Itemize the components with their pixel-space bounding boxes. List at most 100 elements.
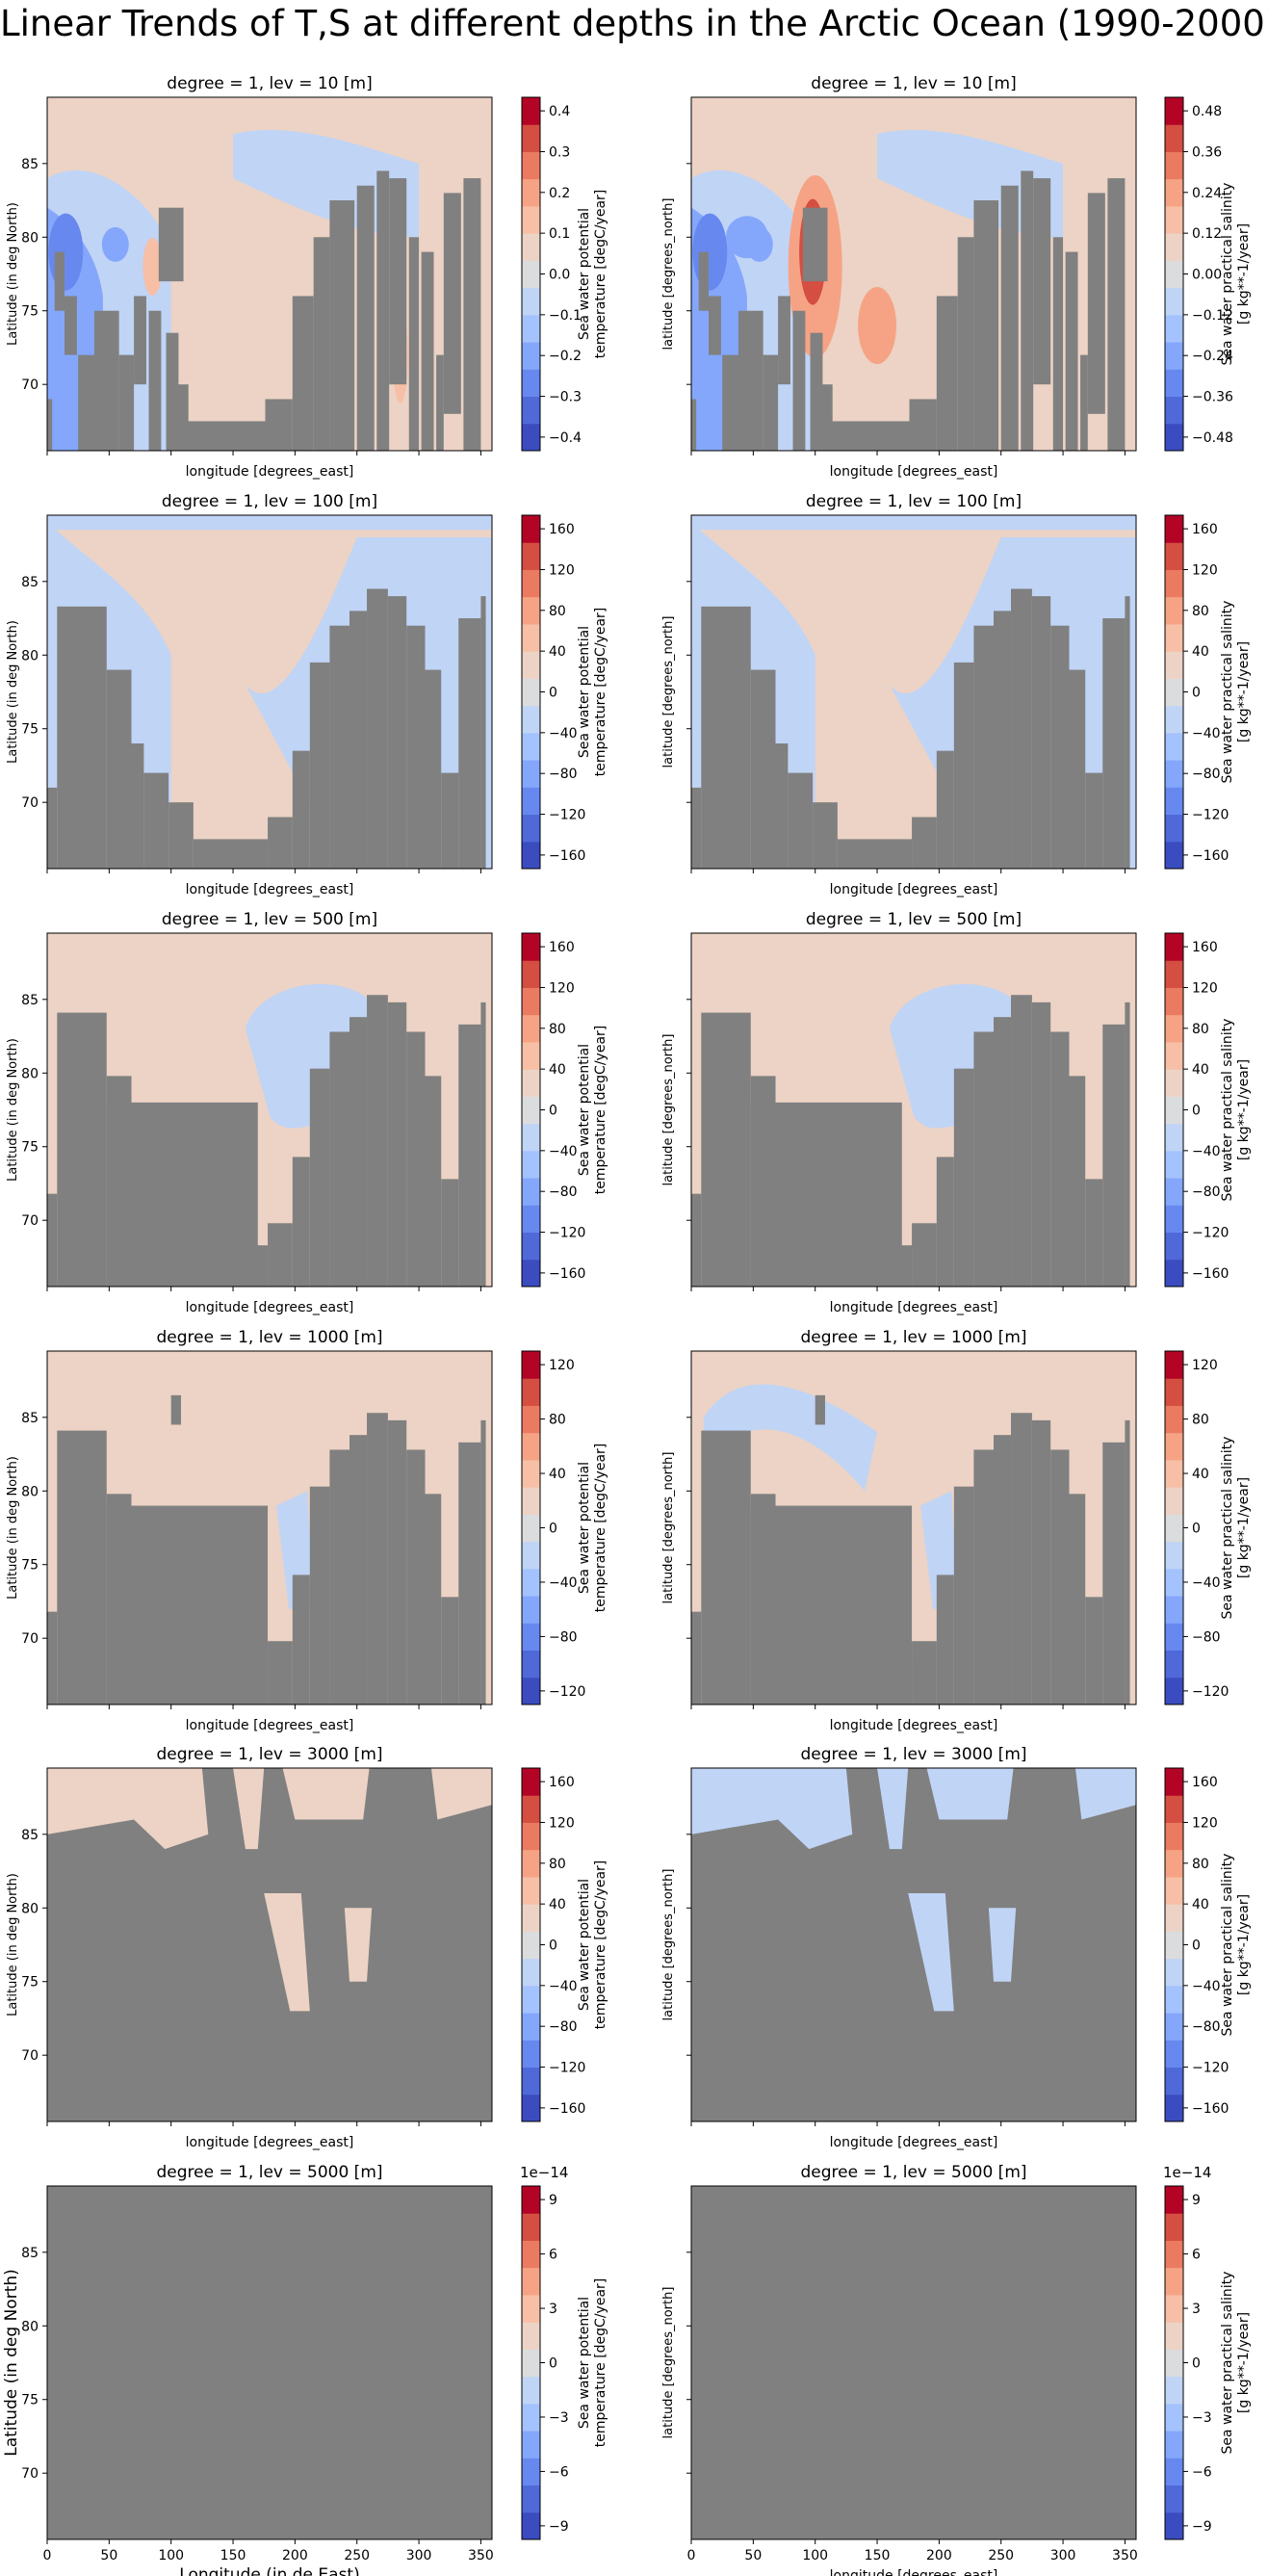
land-block (106, 1505, 269, 1704)
land-block (441, 1179, 459, 1287)
colorbar-label: Sea water potential (577, 1462, 592, 1594)
panel-field (691, 1351, 1136, 1704)
x-tick-label: 100 (802, 2548, 828, 2563)
colorbar-segment (1165, 542, 1183, 570)
colorbar-segment (522, 1849, 540, 1878)
colorbar-tick-label: 40 (549, 1897, 566, 1912)
land-block (118, 354, 135, 451)
land-block (186, 421, 266, 451)
colorbar-label: temperature [degC/year] (593, 1026, 608, 1195)
x-axis-label: longitude [degrees_east] (830, 1300, 998, 1315)
y-axis-label: Latitude (in deg North) (6, 1456, 20, 1600)
land-block (815, 1394, 825, 1425)
colorbar-segment (1165, 2403, 1183, 2432)
land-block (1125, 1419, 1130, 1704)
colorbar-label: Sea water practical salinity (1220, 2272, 1235, 2455)
land-block (973, 1449, 995, 1704)
plot-frame (46, 1767, 493, 2122)
panel-title: degree = 1, lev = 10 [m] (811, 74, 1016, 93)
panel-title: degree = 1, lev = 3000 [m] (800, 1745, 1026, 1764)
land-block (792, 310, 806, 451)
colorbar-segment (522, 1232, 540, 1261)
trend-region (988, 1908, 1017, 1982)
colorbar-tick-label: 3 (1192, 2302, 1201, 2317)
colorbar-segment (1165, 1541, 1183, 1570)
y-axis-label: latitude [degrees_north] (661, 1034, 676, 1186)
colorbar-segment (522, 1795, 540, 1823)
colorbar-label: Sea water potential (577, 1879, 592, 2011)
colorbar-tick-label: 160 (549, 1775, 575, 1790)
y-tick-label: 75 (21, 722, 39, 738)
trend-region (101, 226, 129, 262)
colorbar-segment (1165, 151, 1183, 180)
y-tick-label: 70 (21, 377, 39, 393)
land-block (309, 1486, 330, 1704)
colorbar-segment (522, 2040, 540, 2069)
panel-field (691, 515, 1136, 869)
colorbar-tick-label: 0.48 (1192, 104, 1222, 119)
colorbar-segment (1165, 342, 1183, 370)
panel-title: degree = 1, lev = 1000 [m] (800, 1328, 1026, 1347)
land-block (309, 1068, 330, 1287)
land-block (268, 1641, 293, 1704)
land-block (387, 596, 407, 869)
land-block (463, 178, 481, 451)
panel-field (47, 97, 492, 451)
land-block (387, 1002, 407, 1287)
trend-region (908, 1892, 954, 2012)
colorbar-segment (522, 2403, 540, 2432)
trend-region (47, 1768, 209, 1850)
colorbar-tick-label: −0.12 (1192, 308, 1233, 324)
trend-region (1074, 1768, 1136, 1820)
colorbar-segment (1165, 1178, 1183, 1206)
colorbar-segment (1165, 515, 1183, 543)
panel-3-0: degree = 1, lev = 1000 [m] longitude [deg… (6, 1328, 608, 1733)
land-block (168, 802, 194, 869)
colorbar-segment (522, 1623, 540, 1652)
colorbar-segment (522, 1351, 540, 1379)
colorbar-segment (522, 1432, 540, 1461)
colorbar-tick-label: 160 (549, 940, 575, 955)
colorbar-label: Sea water potential (577, 1044, 592, 1176)
colorbar-segment (522, 423, 540, 452)
colorbar-segment (1165, 233, 1183, 261)
x-tick-label: 50 (744, 2548, 762, 2563)
colorbar-tick-label: 0 (1192, 686, 1201, 701)
land-block (47, 1193, 58, 1287)
panel-title: degree = 1, lev = 5000 [m] (800, 2163, 1026, 2182)
colorbar-segment (522, 678, 540, 707)
colorbar-segment (1165, 596, 1183, 625)
land-block (912, 817, 937, 869)
y-tick-label: 70 (21, 2048, 39, 2064)
colorbar-segment (522, 97, 540, 125)
colorbar-segment (1165, 1623, 1183, 1652)
land-block (313, 237, 330, 451)
colorbar-tick-label: −40 (1192, 726, 1221, 742)
colorbar-tick-label: 80 (1192, 1857, 1209, 1872)
land-block (1065, 251, 1078, 451)
panel-field (691, 97, 1136, 451)
land-block (175, 384, 189, 451)
colorbar-segment (522, 2322, 540, 2350)
colorbar-segment (522, 2485, 540, 2513)
colorbar-segment (1165, 760, 1183, 788)
colorbar-segment (522, 1041, 540, 1070)
x-axis-label: longitude [degrees_east] (830, 2135, 998, 2150)
y-axis-label: Latitude (in deg North) (6, 1038, 20, 1182)
panel-title: degree = 1, lev = 500 [m] (806, 910, 1022, 929)
colorbar-segment (1165, 260, 1183, 289)
panel-title: degree = 1, lev = 10 [m] (167, 74, 372, 93)
land-block (802, 207, 828, 282)
x-axis-label: longitude [degrees_east] (830, 1718, 998, 1733)
y-tick-label: 75 (21, 1975, 39, 1991)
colorbar-tick-label: 160 (1192, 1775, 1218, 1790)
colorbar-segment (1165, 423, 1183, 452)
colorbar-segment (1165, 1487, 1183, 1515)
colorbar-label: [g kg**-1/year] (1236, 1059, 1252, 1160)
panel-title: degree = 1, lev = 1000 [m] (156, 1328, 382, 1347)
colorbar-tick-label: −0.4 (549, 430, 582, 446)
colorbar-tick-label: −160 (1192, 1266, 1229, 1282)
colorbar-tick-label: −40 (549, 1144, 578, 1159)
colorbar-segment (522, 569, 540, 598)
colorbar-label: [g kg**-1/year] (1236, 223, 1252, 325)
